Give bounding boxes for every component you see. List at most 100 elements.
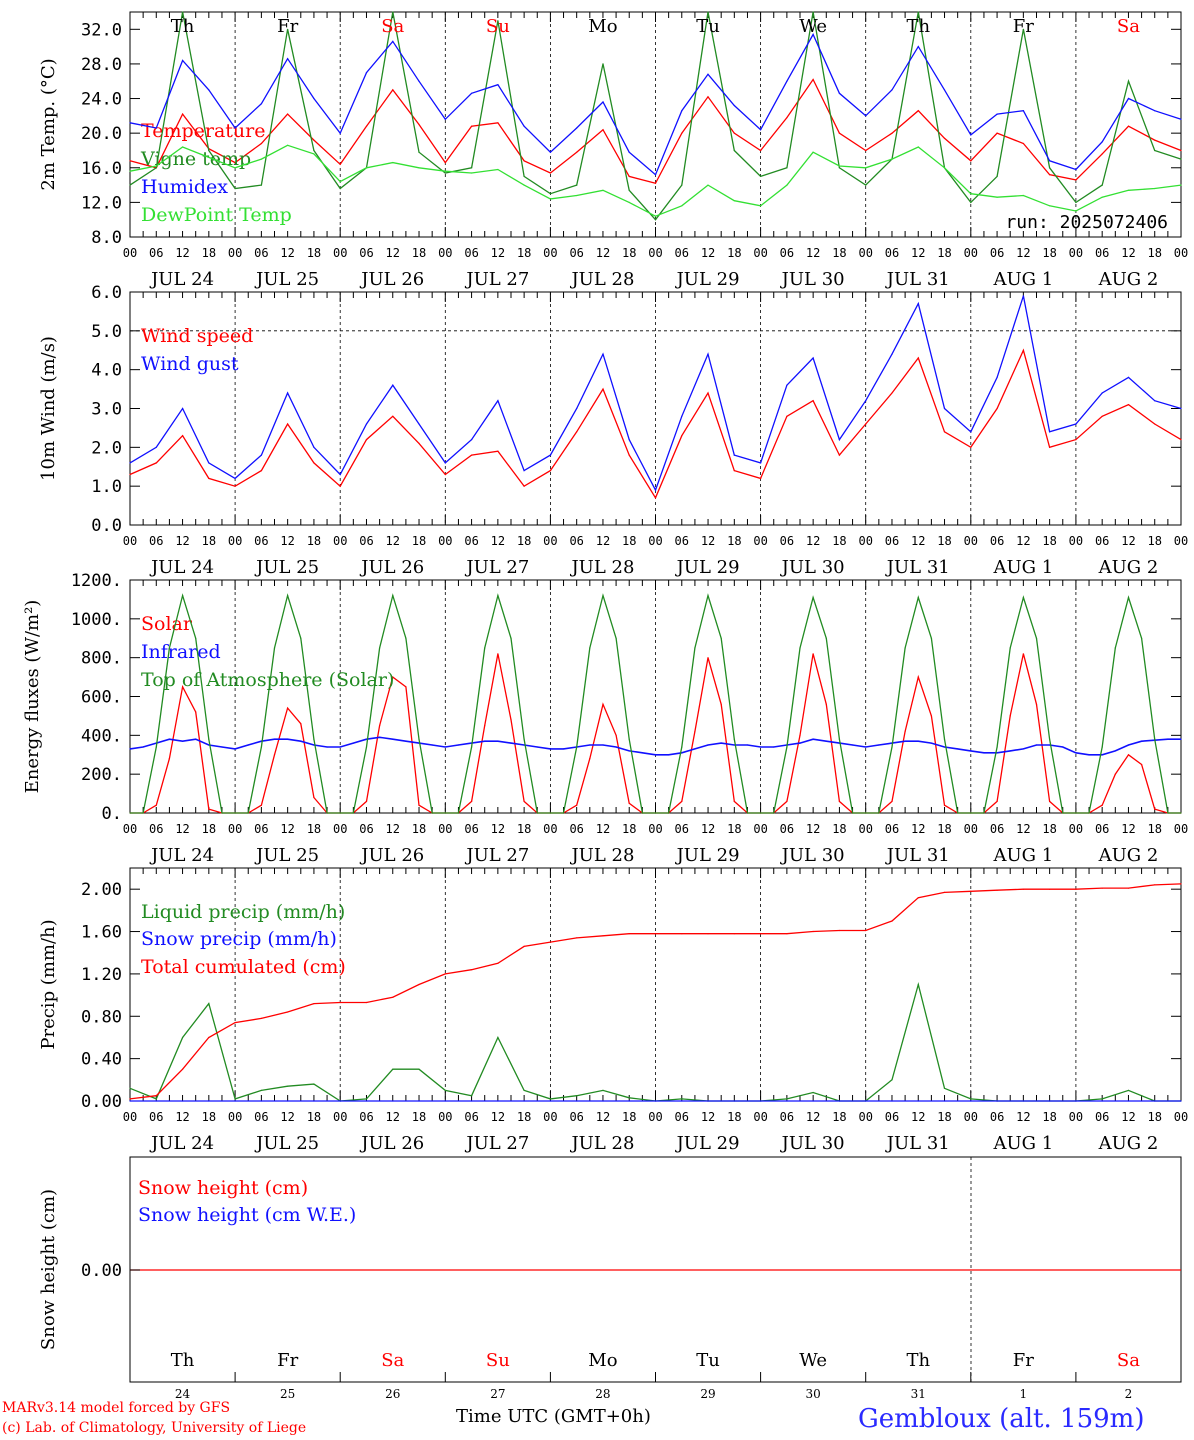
data-point xyxy=(549,193,552,195)
data-point xyxy=(733,738,735,740)
data-point xyxy=(1180,439,1182,441)
data-point xyxy=(786,80,788,82)
data-point xyxy=(1114,773,1116,775)
data-point xyxy=(287,28,289,30)
data-point xyxy=(497,168,499,171)
data-point xyxy=(1180,158,1182,160)
data-point xyxy=(733,744,735,746)
data-point xyxy=(1022,194,1024,197)
data-point xyxy=(773,812,775,814)
data-point xyxy=(1180,118,1182,120)
data-point xyxy=(707,353,709,355)
data-point xyxy=(1127,189,1130,191)
data-point xyxy=(733,470,735,472)
x-tick-label: 00 xyxy=(1174,822,1188,836)
data-point xyxy=(392,11,394,13)
x-tick-label: 12 xyxy=(491,246,505,260)
x-tick-label: 00 xyxy=(648,246,662,260)
x-tick-label: 12 xyxy=(911,246,925,260)
data-point xyxy=(155,1100,157,1102)
data-point xyxy=(904,740,906,742)
data-point xyxy=(917,983,919,986)
data-point xyxy=(996,800,998,803)
data-point xyxy=(917,303,919,305)
data-point xyxy=(786,184,788,186)
data-point xyxy=(418,123,420,126)
data-point xyxy=(418,423,420,425)
data-point xyxy=(129,184,131,186)
x-tick-label: 12 xyxy=(701,822,715,836)
data-point xyxy=(628,201,630,203)
x-tick-label: 00 xyxy=(333,822,347,836)
data-point xyxy=(365,125,368,127)
data-point xyxy=(786,384,788,386)
data-point xyxy=(602,353,604,355)
x-tick-label: 06 xyxy=(254,822,268,836)
x-tick-label: 18 xyxy=(307,534,321,548)
data-point xyxy=(234,127,236,129)
data-point xyxy=(760,477,762,479)
data-point xyxy=(628,454,630,456)
data-point xyxy=(668,812,670,814)
data-point xyxy=(523,744,525,746)
data-point xyxy=(838,165,841,167)
data-point xyxy=(1101,1098,1103,1100)
x-tick-label: 12 xyxy=(911,1110,925,1124)
data-point xyxy=(260,454,262,456)
data-point xyxy=(707,744,709,746)
data-point xyxy=(1127,1089,1130,1091)
data-point xyxy=(339,812,341,814)
data-point xyxy=(1127,1100,1130,1102)
data-point xyxy=(576,937,578,939)
data-point xyxy=(300,637,302,639)
data-point xyxy=(681,1098,683,1100)
x-tick-label: 18 xyxy=(412,822,426,836)
legend-entry: Wind speed xyxy=(141,325,253,347)
data-point xyxy=(1114,750,1116,752)
data-point xyxy=(444,172,446,174)
data-point xyxy=(444,473,446,476)
data-point xyxy=(1167,812,1169,814)
data-point xyxy=(1049,800,1051,803)
y-tick-label: 6.0 xyxy=(91,283,122,303)
data-point xyxy=(1049,431,1051,433)
weekday-label: Fr xyxy=(277,16,298,37)
y-tick-label: 1.60 xyxy=(81,923,122,943)
data-point xyxy=(444,812,446,814)
weekday-label: Tu xyxy=(696,16,720,37)
data-point xyxy=(1154,738,1156,740)
data-point xyxy=(891,132,893,134)
x-tick-label: 00 xyxy=(858,534,872,548)
data-point xyxy=(208,477,210,479)
data-point xyxy=(838,167,841,169)
weekday-label: We xyxy=(799,16,827,37)
data-point xyxy=(760,205,762,207)
data-point xyxy=(1049,738,1051,740)
data-point xyxy=(1114,647,1116,649)
data-point xyxy=(628,439,630,441)
x-tick-label: 00 xyxy=(543,1110,557,1124)
data-point xyxy=(247,744,249,746)
x-tick-label: 06 xyxy=(149,1110,163,1124)
data-point xyxy=(536,746,538,748)
data-point xyxy=(234,187,236,190)
y-tick-label: 1200. xyxy=(71,571,122,591)
data-point xyxy=(1049,1100,1051,1102)
data-point xyxy=(497,1100,499,1102)
x-tick-label: 00 xyxy=(1174,534,1188,548)
weekday-label: Th xyxy=(171,1350,195,1371)
data-point xyxy=(234,1098,236,1100)
x-tick-label: 06 xyxy=(569,822,583,836)
data-point xyxy=(221,746,223,748)
data-point xyxy=(1101,196,1103,198)
x-tick-label: 00 xyxy=(1174,246,1188,260)
day-number: 28 xyxy=(595,1387,610,1401)
x-tick-label: 12 xyxy=(175,822,189,836)
x-tick-label: 12 xyxy=(596,822,610,836)
data-point xyxy=(878,812,880,814)
y-tick-label: 8.0 xyxy=(91,228,122,248)
data-point xyxy=(392,415,394,417)
x-tick-label: 12 xyxy=(701,1110,715,1124)
data-point xyxy=(339,746,341,748)
x-tick-label: 18 xyxy=(412,1110,426,1124)
